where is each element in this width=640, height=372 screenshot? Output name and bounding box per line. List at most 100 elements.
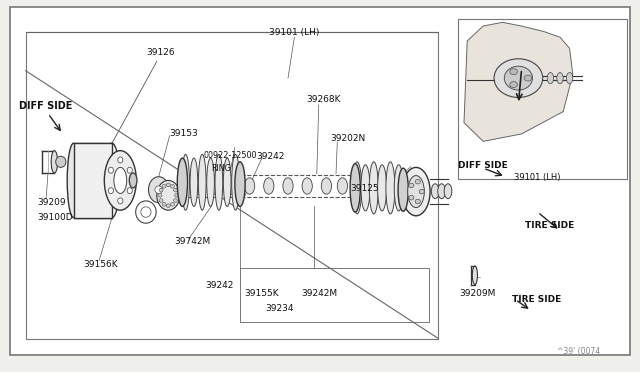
- Ellipse shape: [472, 266, 477, 285]
- Ellipse shape: [118, 198, 123, 204]
- Ellipse shape: [141, 207, 151, 217]
- Text: TIRE SIDE: TIRE SIDE: [525, 221, 574, 230]
- Ellipse shape: [361, 165, 370, 211]
- Ellipse shape: [547, 73, 554, 84]
- Ellipse shape: [321, 178, 332, 194]
- Ellipse shape: [438, 184, 445, 199]
- Text: 39155K: 39155K: [244, 289, 279, 298]
- Ellipse shape: [175, 193, 179, 197]
- Ellipse shape: [129, 173, 137, 188]
- Text: 39126: 39126: [146, 48, 175, 57]
- Ellipse shape: [235, 162, 245, 206]
- Ellipse shape: [510, 81, 518, 87]
- Bar: [458, 19, 627, 179]
- Ellipse shape: [127, 188, 132, 194]
- Ellipse shape: [557, 73, 563, 84]
- Text: 00922-12500: 00922-12500: [204, 151, 257, 160]
- Text: 39209M: 39209M: [460, 289, 496, 298]
- Ellipse shape: [163, 185, 166, 188]
- Ellipse shape: [415, 179, 420, 184]
- Ellipse shape: [173, 188, 177, 192]
- Bar: [74, 143, 112, 218]
- Text: 39742M: 39742M: [174, 237, 211, 246]
- Text: 39202N: 39202N: [330, 134, 365, 143]
- Ellipse shape: [566, 73, 573, 84]
- Ellipse shape: [337, 178, 348, 194]
- Ellipse shape: [182, 154, 189, 210]
- Ellipse shape: [402, 167, 430, 216]
- Text: 39100D: 39100D: [37, 213, 73, 222]
- Bar: [240, 268, 429, 322]
- Ellipse shape: [264, 178, 274, 194]
- Ellipse shape: [166, 204, 170, 208]
- Text: 39156K: 39156K: [83, 260, 118, 269]
- Ellipse shape: [159, 199, 163, 202]
- Ellipse shape: [51, 151, 58, 173]
- Ellipse shape: [232, 154, 239, 210]
- Text: 39234: 39234: [266, 304, 294, 313]
- Ellipse shape: [173, 199, 177, 202]
- Ellipse shape: [415, 199, 420, 204]
- Ellipse shape: [114, 167, 127, 193]
- Ellipse shape: [190, 158, 198, 206]
- Text: 39101 (LH): 39101 (LH): [514, 173, 561, 182]
- Ellipse shape: [163, 202, 166, 206]
- Ellipse shape: [198, 154, 206, 210]
- Ellipse shape: [171, 185, 174, 188]
- Text: ^39' (0074: ^39' (0074: [557, 347, 600, 356]
- Ellipse shape: [193, 178, 204, 194]
- Ellipse shape: [158, 193, 162, 197]
- Ellipse shape: [225, 178, 236, 194]
- Ellipse shape: [171, 202, 174, 206]
- Ellipse shape: [215, 154, 223, 210]
- Ellipse shape: [148, 177, 169, 203]
- Ellipse shape: [494, 59, 543, 97]
- Ellipse shape: [108, 167, 113, 173]
- Polygon shape: [464, 22, 573, 141]
- Ellipse shape: [283, 178, 293, 194]
- Ellipse shape: [223, 158, 231, 206]
- Ellipse shape: [419, 189, 424, 194]
- Ellipse shape: [350, 164, 360, 212]
- Ellipse shape: [431, 184, 439, 199]
- Ellipse shape: [157, 180, 180, 210]
- Text: RING: RING: [211, 164, 231, 173]
- Text: TIRE SIDE: TIRE SIDE: [512, 295, 561, 304]
- Text: 39242: 39242: [205, 281, 233, 290]
- Ellipse shape: [209, 178, 220, 194]
- Ellipse shape: [386, 162, 395, 214]
- Ellipse shape: [353, 162, 362, 214]
- Text: DIFF SIDE: DIFF SIDE: [19, 101, 72, 111]
- Ellipse shape: [244, 178, 255, 194]
- Ellipse shape: [207, 158, 214, 206]
- Ellipse shape: [398, 168, 408, 211]
- Ellipse shape: [67, 143, 80, 218]
- Ellipse shape: [394, 165, 403, 211]
- Text: DIFF SIDE: DIFF SIDE: [458, 161, 508, 170]
- Text: 39242M: 39242M: [301, 289, 337, 298]
- Ellipse shape: [444, 184, 452, 199]
- Ellipse shape: [136, 201, 156, 223]
- Text: 39153: 39153: [169, 129, 198, 138]
- Ellipse shape: [302, 178, 312, 194]
- Ellipse shape: [409, 183, 414, 188]
- Ellipse shape: [409, 195, 414, 200]
- Ellipse shape: [159, 188, 163, 192]
- Polygon shape: [26, 32, 438, 339]
- Ellipse shape: [510, 69, 518, 75]
- Ellipse shape: [177, 158, 188, 206]
- Ellipse shape: [118, 157, 123, 163]
- Ellipse shape: [408, 176, 424, 208]
- Ellipse shape: [108, 188, 113, 194]
- Text: 39209: 39209: [37, 198, 66, 207]
- Ellipse shape: [155, 186, 163, 193]
- Ellipse shape: [166, 183, 170, 187]
- Ellipse shape: [378, 165, 387, 211]
- Ellipse shape: [524, 75, 532, 81]
- Ellipse shape: [369, 162, 378, 214]
- Ellipse shape: [56, 156, 66, 167]
- Ellipse shape: [504, 66, 532, 90]
- Ellipse shape: [104, 143, 120, 218]
- Ellipse shape: [127, 167, 132, 173]
- Text: 39125: 39125: [350, 185, 379, 193]
